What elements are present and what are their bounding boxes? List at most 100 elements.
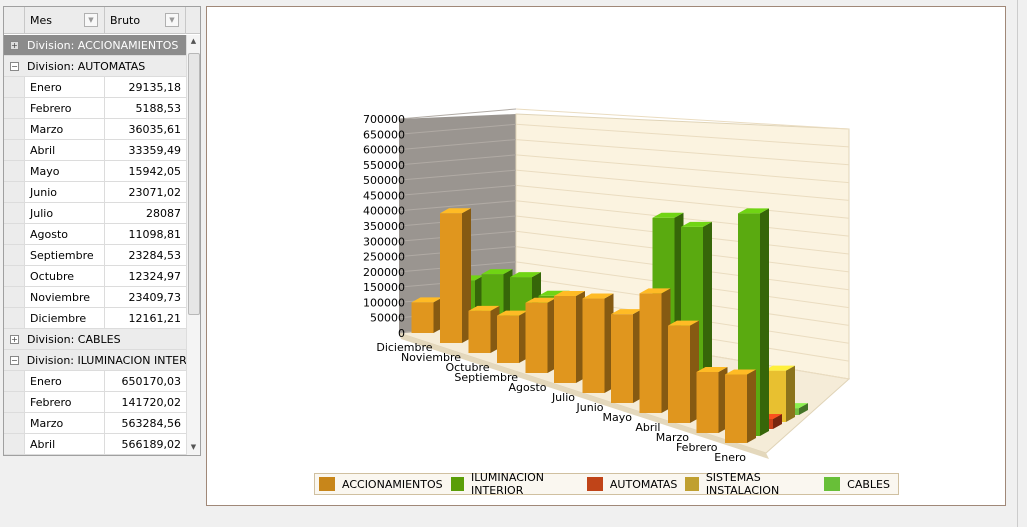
table-row[interactable]: Enero 650170,03	[4, 371, 186, 392]
gridline	[515, 154, 850, 184]
bar	[639, 293, 662, 413]
cell-mes[interactable]: Diciembre	[25, 308, 105, 328]
cell-mes[interactable]: Mayo	[25, 161, 105, 181]
bar-top	[696, 366, 728, 372]
table-row[interactable]: Abril 33359,49	[4, 140, 186, 161]
table-row[interactable]: Mayo 15942,05	[4, 161, 186, 182]
column-header-bruto[interactable]: Bruto ▼	[105, 7, 186, 33]
cell-bruto[interactable]: 36035,61	[128, 122, 182, 136]
cell-mes[interactable]: Enero	[25, 371, 105, 391]
y-tick-label: 450000	[363, 189, 405, 202]
bar-top	[497, 310, 528, 316]
column-header-mes[interactable]: Mes ▼	[25, 7, 105, 33]
table-row[interactable]: Agosto 11098,81	[4, 224, 186, 245]
legend-item: AUTOMATAS	[586, 477, 677, 491]
group-row[interactable]: −Division: ILUMINACION INTERIOR	[4, 350, 186, 371]
legend-item: SISTEMAS INSTALACION	[685, 471, 816, 497]
cell-mes[interactable]: Marzo	[25, 413, 105, 433]
table-row[interactable]: Junio 23071,02	[4, 182, 186, 203]
row-indent	[4, 182, 25, 202]
cell-mes[interactable]: Enero	[25, 77, 105, 97]
gridline	[515, 123, 850, 148]
cell-mes[interactable]: Septiembre	[25, 245, 105, 265]
legend-swatch	[685, 477, 699, 491]
legend-label: CABLES	[847, 477, 890, 491]
cell-bruto[interactable]: 563284,56	[121, 416, 182, 430]
bar-top	[510, 272, 541, 278]
table-row[interactable]: Abril 566189,02	[4, 434, 186, 455]
bar	[582, 298, 605, 393]
legend-swatch	[319, 477, 335, 491]
table-row[interactable]: Septiembre 23284,53	[4, 245, 186, 266]
bar	[440, 213, 462, 343]
cell-mes[interactable]: Noviembre	[25, 287, 105, 307]
table-row[interactable]: Julio 28087	[4, 203, 186, 224]
chart-panel: 0 50000 100000 150000 200000 250000 300000 3500…	[206, 6, 1006, 506]
scrollbar-thumb[interactable]	[188, 53, 200, 315]
cell-mes[interactable]: Marzo	[25, 119, 105, 139]
x-tick-label: Marzo	[656, 431, 690, 444]
expand-icon[interactable]: +	[10, 40, 19, 50]
window-edge	[1017, 0, 1027, 527]
group-row[interactable]: + Division: CABLES	[4, 329, 186, 350]
table-row[interactable]: Enero 29135,18	[4, 77, 186, 98]
cell-bruto[interactable]: 23284,53	[128, 248, 182, 262]
group-row[interactable]: − Division: AUTOMATAS	[4, 56, 186, 77]
table-row[interactable]: Febrero 5188,53	[4, 98, 186, 119]
table-row[interactable]: Marzo 563284,56	[4, 413, 186, 434]
y-tick-label: 150000	[363, 281, 405, 294]
cell-bruto[interactable]: 650170,03	[121, 374, 182, 388]
cell-bruto[interactable]: 566189,02	[121, 437, 182, 451]
filter-dropdown-icon[interactable]: ▼	[165, 13, 179, 27]
cell-mes[interactable]: Abril	[25, 434, 105, 454]
cell-mes[interactable]: Abril	[25, 140, 105, 160]
bar-top	[440, 208, 471, 214]
cell-bruto[interactable]: 12324,97	[128, 269, 182, 283]
scroll-down-icon[interactable]: ▼	[190, 443, 197, 451]
cell-bruto[interactable]: 15942,05	[128, 164, 182, 178]
table-row[interactable]: Diciembre 12161,21	[4, 308, 186, 329]
bar	[696, 371, 719, 433]
bar-side	[773, 414, 782, 429]
bar-top	[468, 305, 500, 311]
cell-bruto[interactable]: 11098,81	[128, 227, 182, 241]
row-indent	[4, 392, 25, 412]
cell-bruto[interactable]: 12161,21	[128, 311, 182, 325]
cell-mes[interactable]: Febrero	[25, 98, 105, 118]
group-row[interactable]: + Division: ACCIONAMIENTOS	[4, 35, 186, 56]
cell-bruto[interactable]: 33359,49	[128, 143, 182, 157]
legend-swatch	[586, 477, 603, 491]
table-row[interactable]: Octubre 12324,97	[4, 266, 186, 287]
table-row[interactable]: Marzo 36035,61	[4, 119, 186, 140]
y-tick-label: 500000	[363, 174, 405, 187]
row-indent	[4, 245, 25, 265]
scroll-up-icon[interactable]: ▲	[190, 37, 197, 45]
expand-icon[interactable]: +	[10, 334, 19, 344]
cell-mes[interactable]: Octubre	[25, 266, 105, 286]
y-tick-label: 400000	[363, 205, 405, 218]
collapse-icon[interactable]: −	[10, 61, 19, 71]
bar-top	[611, 309, 642, 315]
filter-dropdown-icon[interactable]: ▼	[84, 13, 98, 27]
bar	[764, 370, 786, 422]
bar-top	[738, 208, 769, 214]
bar	[554, 295, 576, 383]
vertical-scrollbar[interactable]: ▲ ▼	[186, 35, 200, 455]
cell-bruto[interactable]: 23071,02	[128, 185, 182, 199]
cell-bruto[interactable]: 5188,53	[135, 101, 182, 115]
cell-mes[interactable]: Febrero	[25, 392, 105, 412]
cell-mes[interactable]: Agosto	[25, 224, 105, 244]
cell-bruto[interactable]: 29135,18	[128, 80, 182, 94]
cell-mes[interactable]: Junio	[25, 182, 105, 202]
table-row[interactable]: Febrero 141720,02	[4, 392, 186, 413]
pivot-grid: Mes ▼ Bruto ▼ + Division: ACCIONAMIENTOS − Di…	[3, 6, 201, 456]
collapse-icon[interactable]: −	[10, 355, 19, 365]
cell-bruto[interactable]: 28087	[146, 206, 181, 220]
column-label: Bruto	[110, 13, 141, 27]
y-tick-label: 100000	[363, 296, 405, 309]
bar-top	[411, 297, 443, 303]
cell-mes[interactable]: Julio	[25, 203, 105, 223]
table-row[interactable]: Noviembre 23409,73	[4, 287, 186, 308]
cell-bruto[interactable]: 141720,02	[121, 395, 182, 409]
cell-bruto[interactable]: 23409,73	[128, 290, 182, 304]
